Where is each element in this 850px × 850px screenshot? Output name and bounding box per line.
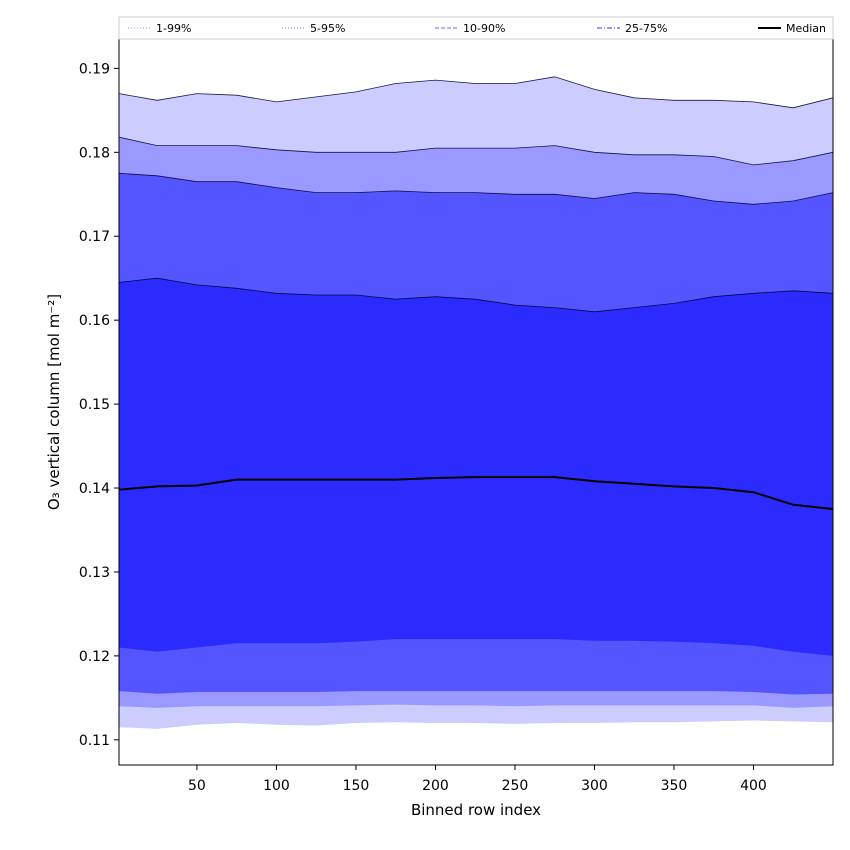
x-tick-label: 200 [422, 778, 449, 794]
y-axis-label: O₃ vertical column [mol m⁻²] [45, 294, 63, 510]
percentile-bands [119, 76, 833, 729]
y-tick-label: 0.14 [79, 481, 110, 497]
x-tick-label: 50 [188, 778, 206, 794]
band-25-75-upper-line [119, 277, 833, 313]
band-25-75-area [119, 278, 833, 656]
band-boundary-lines [119, 76, 833, 313]
band-5-95-upper-line [119, 136, 833, 166]
y-tick-label: 0.12 [79, 649, 110, 665]
y-tick-label: 0.16 [79, 313, 110, 329]
legend-label: 10-90% [463, 22, 505, 35]
y-tick-label: 0.19 [79, 61, 110, 77]
legend-label: 1-99% [156, 22, 191, 35]
x-tick-label: 150 [343, 778, 370, 794]
y-tick-label: 0.11 [79, 733, 110, 749]
legend-frame [118, 16, 834, 40]
legend-label: Median [786, 22, 826, 35]
x-tick-label: 100 [263, 778, 290, 794]
legend-label: 5-95% [310, 22, 345, 35]
y-tick-label: 0.18 [79, 145, 110, 161]
y-tick-label: 0.17 [79, 229, 110, 245]
x-tick-label: 250 [502, 778, 529, 794]
median-line [119, 476, 833, 510]
y-tick-label: 0.13 [79, 565, 110, 581]
y-tick-label: 0.15 [79, 397, 110, 413]
legend-label: 25-75% [625, 22, 667, 35]
x-tick-label: 350 [661, 778, 688, 794]
median-layer [119, 476, 833, 510]
y-axis: 0.11 0.12 0.13 0.14 0.15 0.16 0.17 0.18 0.19 [79, 61, 119, 749]
x-tick-label: 300 [581, 778, 608, 794]
band-10-90-upper-line [119, 172, 833, 205]
x-tick-label: 400 [740, 778, 767, 794]
band-1-99-upper-line [119, 76, 833, 109]
x-axis-label: Binned row index [411, 801, 541, 819]
legend: 1-99% 5-95% 10-90% 25-75% Median [118, 16, 834, 40]
x-axis: 50 100 150 200 250 300 350 400 [188, 765, 767, 794]
